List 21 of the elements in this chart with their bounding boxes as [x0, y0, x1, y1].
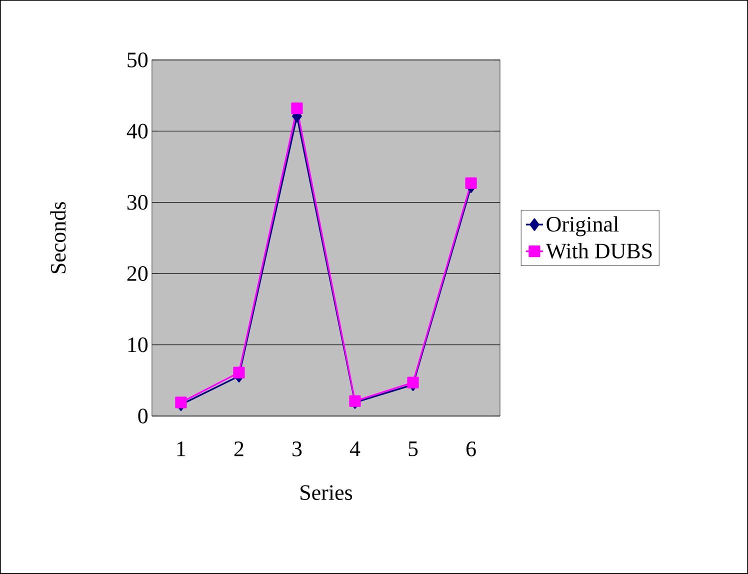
x-tick-label: 5: [408, 442, 418, 456]
legend-label: Original: [546, 216, 619, 236]
x-axis-title: Series: [300, 485, 352, 500]
point: [465, 177, 477, 189]
y-tick-label: 50: [128, 52, 148, 68]
y-axis-title: Seconds: [50, 202, 66, 274]
y-tick-label: 20: [127, 266, 148, 282]
x-tick-label: 6: [466, 442, 476, 456]
x-tick-label: 1: [177, 442, 186, 456]
y-tick-label: 0: [138, 408, 148, 424]
point: [233, 366, 245, 378]
y-tick-label: 30: [127, 194, 148, 210]
x-tick-label: 2: [234, 442, 244, 456]
y-tick-label: 10: [128, 337, 148, 352]
point: [291, 102, 303, 114]
point: [407, 376, 419, 388]
x-tick-label: 3: [292, 442, 302, 456]
y-tick-label: 40: [126, 124, 148, 139]
legend-label: With DUBS: [546, 242, 652, 259]
x-tick-label: 4: [350, 442, 360, 456]
point: [175, 396, 187, 408]
